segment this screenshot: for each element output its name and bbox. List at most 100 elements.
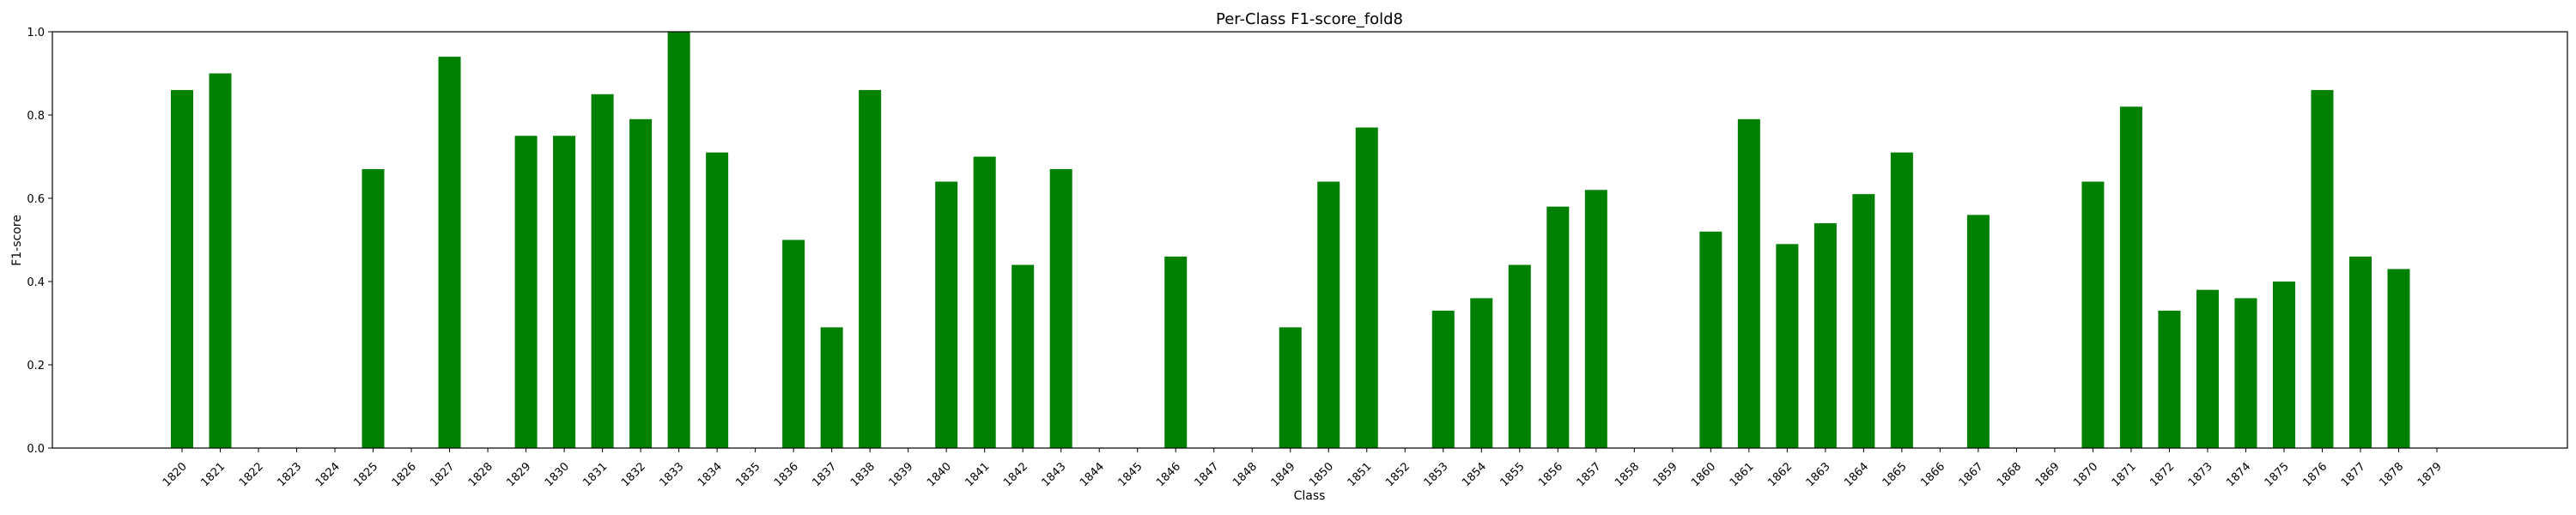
y-axis-label: F1-score — [10, 215, 24, 266]
x-tick-label-1857: 1857 — [1575, 460, 1604, 489]
bar-1855 — [1508, 264, 1531, 448]
bar-1857 — [1584, 190, 1607, 449]
x-tick-label-1873: 1873 — [2186, 460, 2215, 489]
x-tick-label-1823: 1823 — [275, 460, 304, 489]
x-tick-label-1856: 1856 — [1536, 460, 1565, 489]
x-tick-label-1855: 1855 — [1498, 460, 1528, 489]
bar-1842 — [1012, 264, 1035, 448]
x-tick-label-1866: 1866 — [1918, 460, 1947, 489]
x-tick-label-1822: 1822 — [237, 460, 266, 489]
x-tick-label-1875: 1875 — [2263, 460, 2292, 489]
y-tick-label-5: 1.0 — [27, 27, 45, 39]
x-tick-label-1870: 1870 — [2071, 460, 2100, 489]
bar-1877 — [2348, 256, 2372, 448]
x-tick-label-1850: 1850 — [1307, 460, 1336, 489]
bar-1838 — [859, 89, 882, 449]
y-tick-label-1: 0.2 — [27, 360, 45, 373]
bar-1862 — [1776, 244, 1799, 448]
x-tick-label-1860: 1860 — [1689, 460, 1718, 489]
y-tick-label-0: 0.0 — [27, 443, 45, 456]
bar-1867 — [1966, 215, 1990, 448]
x-tick-label-1861: 1861 — [1728, 460, 1757, 489]
bar-1854 — [1470, 298, 1493, 448]
x-tick-label-1824: 1824 — [313, 460, 343, 489]
bar-1878 — [2387, 269, 2410, 448]
bar-1837 — [820, 327, 843, 448]
x-tick-label-1868: 1868 — [1995, 460, 2024, 489]
x-tick-label-1840: 1840 — [925, 460, 954, 489]
bar-1827 — [438, 57, 461, 448]
bar-1841 — [973, 156, 996, 448]
bar-1833 — [667, 32, 690, 448]
x-tick-label-1865: 1865 — [1880, 460, 1910, 489]
y-tick-label-4: 0.8 — [27, 110, 45, 123]
bar-1832 — [629, 118, 653, 448]
bar-1875 — [2272, 282, 2295, 448]
x-tick-label-1829: 1829 — [504, 460, 533, 489]
x-tick-label-1859: 1859 — [1651, 460, 1680, 489]
x-tick-label-1839: 1839 — [886, 460, 915, 489]
x-tick-label-1841: 1841 — [963, 460, 992, 489]
x-tick-label-1874: 1874 — [2224, 460, 2253, 489]
x-tick-label-1827: 1827 — [428, 460, 457, 489]
y-tick-label-2: 0.4 — [27, 276, 45, 289]
x-tick-label-1878: 1878 — [2377, 460, 2406, 489]
x-axis-label: Class — [1294, 489, 1326, 503]
bar-1840 — [935, 181, 958, 448]
x-tick-label-1863: 1863 — [1804, 460, 1833, 489]
x-tick-label-1871: 1871 — [2110, 460, 2139, 489]
bar-1873 — [2196, 289, 2219, 448]
x-tick-label-1853: 1853 — [1422, 460, 1451, 489]
x-tick-label-1848: 1848 — [1230, 460, 1260, 489]
bar-1851 — [1355, 127, 1378, 449]
x-tick-label-1851: 1851 — [1346, 460, 1375, 489]
chart-title: Per-Class F1-score_fold8 — [1216, 10, 1403, 28]
x-tick-label-1836: 1836 — [772, 460, 801, 489]
x-tick-label-1879: 1879 — [2415, 460, 2445, 489]
x-tick-label-1844: 1844 — [1078, 460, 1107, 489]
x-tick-label-1867: 1867 — [1957, 460, 1986, 489]
x-tick-label-1834: 1834 — [696, 460, 725, 489]
x-tick-label-1852: 1852 — [1383, 460, 1413, 489]
bar-1864 — [1852, 194, 1875, 448]
x-tick-label-1876: 1876 — [2300, 460, 2330, 489]
bar-1871 — [2119, 106, 2142, 449]
bar-1830 — [553, 136, 576, 448]
x-tick-label-1845: 1845 — [1116, 460, 1145, 489]
x-tick-label-1820: 1820 — [161, 460, 190, 489]
x-tick-label-1854: 1854 — [1460, 460, 1489, 489]
x-tick-label-1877: 1877 — [2339, 460, 2368, 489]
bar-1846 — [1164, 256, 1188, 448]
x-tick-label-1830: 1830 — [543, 460, 572, 489]
bar-1874 — [2234, 298, 2257, 448]
x-tick-label-1846: 1846 — [1154, 460, 1183, 489]
x-tick-label-1847: 1847 — [1193, 460, 1222, 489]
bar-1843 — [1049, 169, 1072, 449]
x-tick-label-1864: 1864 — [1842, 460, 1871, 489]
x-tick-label-1833: 1833 — [657, 460, 686, 489]
bar-1870 — [2081, 181, 2105, 448]
x-axis: 1820 1821 1822 1823 1824 1825 1826 1827 1828 1829… — [161, 448, 2445, 489]
bar-1876 — [2311, 89, 2334, 449]
x-tick-label-1831: 1831 — [580, 460, 610, 489]
x-tick-label-1869: 1869 — [2033, 460, 2063, 489]
plot-frame — [52, 31, 2568, 449]
y-tick-label-3: 0.6 — [27, 193, 45, 206]
bar-1834 — [706, 152, 729, 448]
bar-1821 — [209, 73, 232, 448]
x-tick-label-1832: 1832 — [619, 460, 648, 489]
x-tick-label-1835: 1835 — [733, 460, 762, 489]
y-axis: 0.0 0.2 0.4 0.6 0.8 1.0 — [27, 27, 52, 456]
bar-1863 — [1814, 223, 1837, 448]
bar-1849 — [1279, 327, 1302, 448]
x-tick-label-1821: 1821 — [198, 460, 228, 489]
x-tick-label-1842: 1842 — [1001, 460, 1030, 489]
bar-1853 — [1431, 310, 1455, 448]
bar-1850 — [1317, 181, 1340, 448]
bar-1831 — [591, 94, 614, 448]
bar-1861 — [1737, 118, 1760, 448]
bar-1872 — [2158, 310, 2181, 448]
bar-1836 — [782, 239, 805, 448]
bar-1860 — [1699, 231, 1722, 448]
